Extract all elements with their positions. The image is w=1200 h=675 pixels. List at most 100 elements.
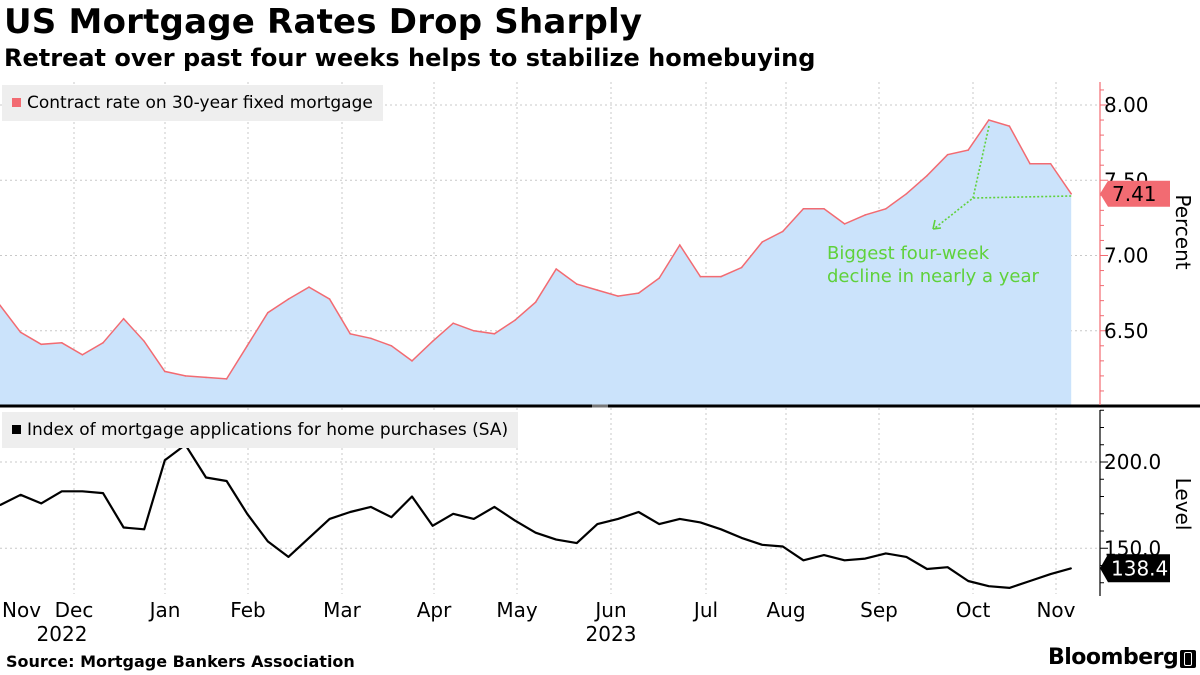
rate-point xyxy=(164,370,166,373)
apps-point xyxy=(61,490,63,493)
apps-line xyxy=(0,443,1072,589)
rate-area-fill xyxy=(0,120,1072,406)
annotation-text-line: decline in nearly a year xyxy=(827,266,1040,287)
rate-point xyxy=(267,311,269,314)
rate-point xyxy=(576,283,578,285)
rate-point xyxy=(1049,162,1052,165)
rate-point xyxy=(740,266,743,269)
rate-point xyxy=(679,244,681,246)
rate-point xyxy=(122,317,125,320)
chart-subtitle: Retreat over past four weeks helps to st… xyxy=(4,44,816,72)
apps-point xyxy=(555,538,557,541)
rate-point xyxy=(143,340,145,343)
x-axis-month-label: Dec xyxy=(55,598,94,622)
rate-last-value-badge xyxy=(1100,180,1170,207)
annotation-arrowhead xyxy=(932,219,942,230)
apps-point xyxy=(102,492,104,494)
x-axis-month-label: Jul xyxy=(692,598,718,622)
x-axis-month-label: Jun xyxy=(593,598,626,622)
apps-point xyxy=(802,559,805,562)
apps-point xyxy=(164,459,166,462)
apps-point xyxy=(740,537,743,539)
rate-point xyxy=(328,298,331,300)
rate-point xyxy=(246,345,248,347)
rate-point xyxy=(473,330,475,332)
x-axis-month-label: Mar xyxy=(323,598,362,622)
rate-point xyxy=(637,292,640,294)
apps-point xyxy=(658,523,660,525)
bloomberg-logo: Bloomberg xyxy=(1048,645,1179,670)
apps-point xyxy=(287,556,290,558)
rate-point xyxy=(287,298,290,300)
apps-point xyxy=(885,552,887,555)
rate-point xyxy=(349,333,352,335)
x-axis-year-label: 2022 xyxy=(37,622,88,646)
rate-axis-label: 7.00 xyxy=(1104,244,1149,268)
rate-point xyxy=(534,301,537,304)
x-axis-month-label: Feb xyxy=(230,598,265,622)
x-axis-month-label: Nov xyxy=(1036,598,1075,622)
apps-point xyxy=(452,513,455,515)
rate-point xyxy=(19,331,22,334)
apps-point xyxy=(225,480,228,482)
rate-point xyxy=(514,319,516,322)
apps-point xyxy=(514,519,516,522)
rate-point xyxy=(699,275,702,278)
rate-point xyxy=(761,241,763,243)
apps-point xyxy=(637,511,640,513)
rate-point xyxy=(493,333,496,335)
source-note: Source: Mortgage Bankers Association xyxy=(6,652,355,671)
apps-point xyxy=(967,580,969,582)
apps-point xyxy=(431,525,434,527)
rate-point xyxy=(1070,193,1072,195)
rate-point xyxy=(720,275,722,278)
apps-legend-swatch xyxy=(12,425,21,434)
rate-point xyxy=(782,230,784,233)
rate-point xyxy=(967,149,969,151)
apps-point xyxy=(411,495,413,498)
rate-point xyxy=(40,343,42,346)
apps-point xyxy=(328,518,331,520)
annotation-arrow-line xyxy=(972,125,990,199)
apps-point xyxy=(473,518,475,520)
bloomberg-terminal-icon xyxy=(1180,650,1196,668)
rate-point xyxy=(885,208,887,210)
rate-point xyxy=(555,268,557,270)
rate-point xyxy=(102,342,104,344)
rate-point xyxy=(431,340,434,343)
apps-last-value-badge xyxy=(1100,554,1170,583)
apps-point xyxy=(1029,580,1031,582)
apps-point xyxy=(143,528,145,531)
rate-legend-swatch xyxy=(12,98,21,107)
apps-point xyxy=(81,490,84,493)
apps-point xyxy=(843,559,846,562)
apps-point xyxy=(617,518,619,520)
x-axis-month-label: Aug xyxy=(766,598,805,622)
apps-point xyxy=(493,506,496,508)
rate-point xyxy=(370,337,372,340)
x-axis-month-label: May xyxy=(496,598,538,622)
rate-last-value-label: 7.41 xyxy=(1112,182,1157,206)
apps-point xyxy=(720,528,722,531)
apps-point xyxy=(308,537,310,539)
rate-point xyxy=(61,342,63,344)
apps-point xyxy=(576,542,578,544)
x-axis-month-label: Oct xyxy=(956,598,991,622)
apps-point xyxy=(1008,587,1011,589)
apps-point xyxy=(349,511,352,513)
rate-point xyxy=(843,223,846,225)
apps-legend: Index of mortgage applications for home … xyxy=(2,412,519,448)
rate-point xyxy=(946,153,949,156)
apps-point xyxy=(905,556,908,558)
apps-point xyxy=(679,518,681,520)
rate-point xyxy=(225,378,228,380)
rate-point xyxy=(988,119,990,121)
apps-point xyxy=(246,513,248,515)
apps-point xyxy=(390,516,393,518)
rate-axis-label: 6.50 xyxy=(1104,319,1149,343)
apps-legend-label: Index of mortgage applications for home … xyxy=(27,420,509,440)
apps-point xyxy=(1070,567,1072,570)
apps-point xyxy=(864,557,866,560)
annotation-text-line: Biggest four-week xyxy=(827,243,990,264)
rate-point xyxy=(1029,162,1031,165)
